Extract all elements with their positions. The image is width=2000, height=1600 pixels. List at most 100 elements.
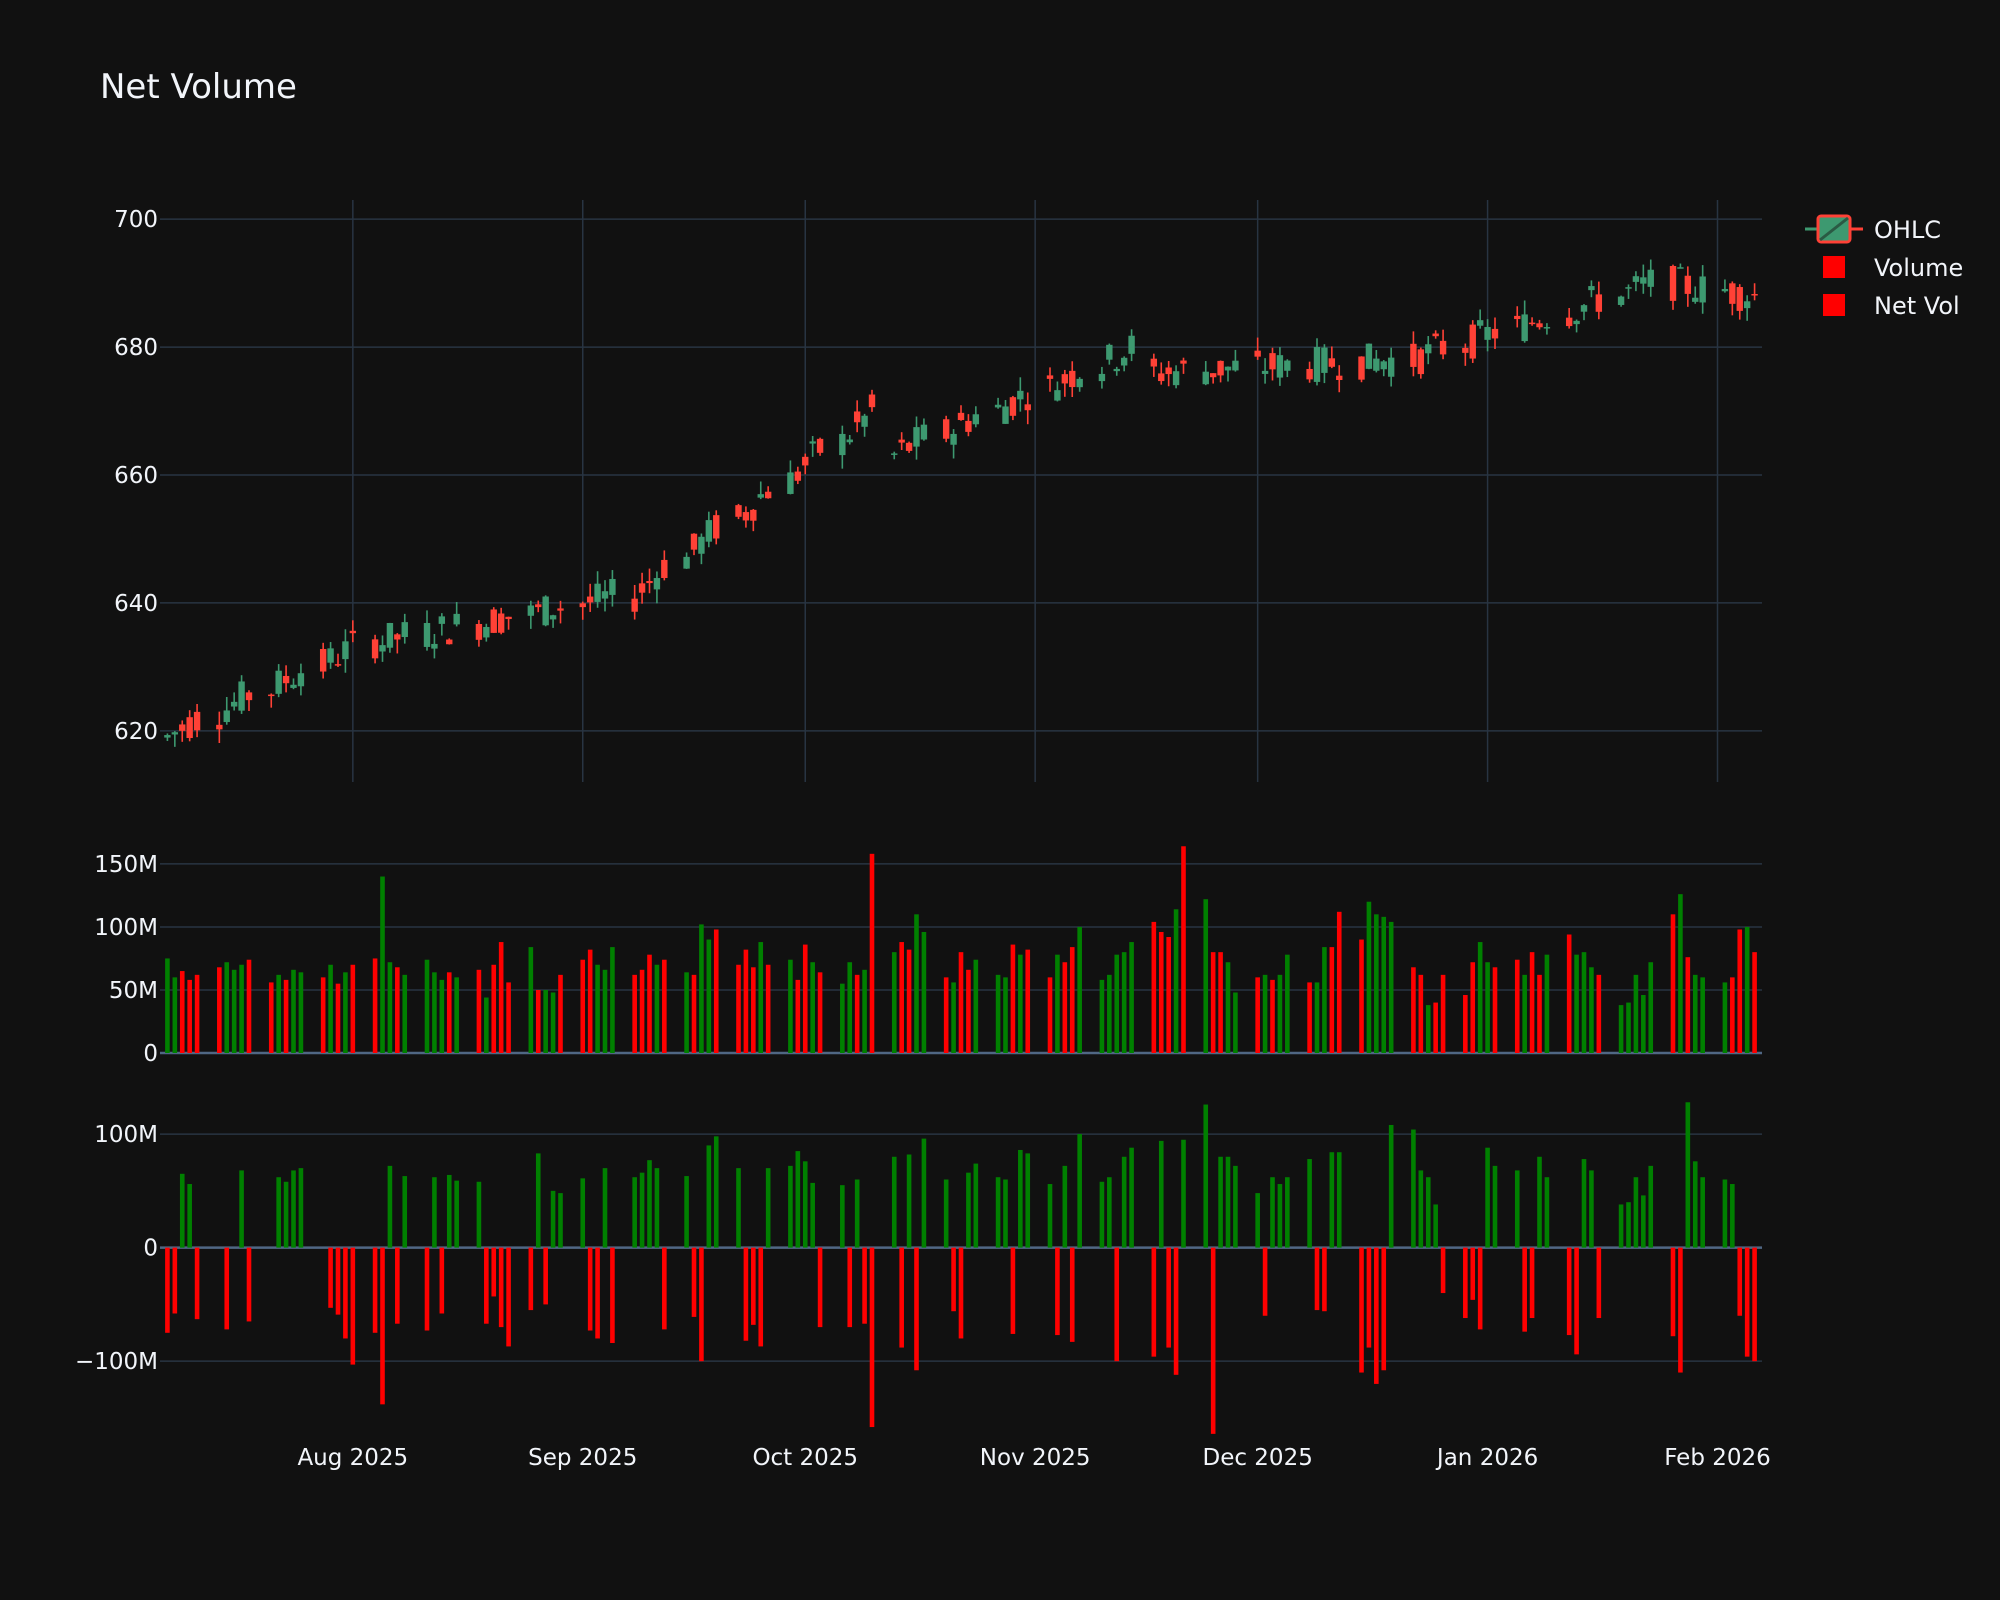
volume-bar	[1069, 947, 1075, 1053]
net-volume-bar	[1433, 1204, 1438, 1248]
net-volume-bar	[1737, 1247, 1743, 1316]
volume-panel: 0 50M 100M 150M	[94, 846, 1762, 1067]
candle-body	[223, 710, 230, 723]
net-volume-bar	[1626, 1202, 1631, 1248]
net-volume-bar	[958, 1247, 964, 1339]
candle-body	[1328, 358, 1336, 367]
candle-body	[1284, 360, 1291, 371]
candle-body	[1061, 374, 1069, 384]
volume-bar	[1374, 914, 1379, 1053]
net-volume-bar-series	[165, 1102, 1757, 1434]
volume-bar	[217, 967, 222, 1053]
legend-net-vol-label: Net Vol	[1874, 292, 1960, 320]
candle-body	[1209, 373, 1217, 378]
volume-bar	[639, 969, 645, 1053]
volume-bar	[1440, 974, 1446, 1053]
net-volume-bar	[343, 1247, 348, 1339]
volume-bar	[906, 949, 912, 1053]
net-volume-bar	[1477, 1247, 1483, 1330]
net-volume-bar	[847, 1247, 853, 1328]
candle-body	[438, 616, 446, 624]
volume-bar	[1322, 947, 1327, 1053]
candle-body	[1491, 328, 1499, 339]
net-volume-bar	[535, 1153, 541, 1248]
legend-item-ohlc[interactable]: OHLC	[1805, 214, 1941, 244]
net-volume-bar	[1581, 1159, 1587, 1248]
candle-body	[342, 641, 349, 660]
volume-bar	[1574, 954, 1579, 1053]
volume-bar	[1692, 974, 1698, 1053]
volume-bar	[995, 974, 1001, 1053]
net-volume-bar	[1114, 1247, 1120, 1362]
candle-body	[1736, 287, 1743, 311]
volume-bar	[765, 964, 771, 1053]
net-volume-bar	[283, 1181, 289, 1248]
volume-bar	[439, 979, 445, 1053]
net-volume-bar	[1485, 1147, 1490, 1248]
net-volume-bar	[1425, 1177, 1431, 1248]
net-volume-bar	[914, 1247, 919, 1371]
volume-bar	[1381, 916, 1387, 1053]
net-volume-bar	[1047, 1184, 1053, 1248]
volume-bar	[1492, 967, 1498, 1053]
volume-bar	[335, 983, 341, 1053]
candle-body	[1632, 276, 1640, 282]
net-volume-bar	[1529, 1247, 1535, 1319]
legend-item-volume[interactable]: Volume	[1823, 254, 1963, 282]
price-y-tick-label: 640	[114, 591, 158, 617]
volume-bar	[862, 969, 867, 1053]
volume-bar	[587, 949, 593, 1053]
candle-body	[483, 627, 490, 638]
volume-bar	[1388, 921, 1394, 1053]
chart-title: Net Volume	[100, 67, 297, 107]
net-volume-bar	[1418, 1170, 1424, 1248]
candle-body	[1640, 277, 1647, 284]
volume-bar	[484, 997, 489, 1053]
volume-bar	[402, 974, 408, 1053]
volume-bar	[847, 962, 853, 1053]
candle-body	[1625, 287, 1632, 289]
volume-bar	[1626, 1002, 1631, 1053]
candle-body	[1588, 286, 1595, 291]
volume-bar	[1463, 995, 1468, 1053]
net-volume-bar	[580, 1178, 586, 1248]
net-volume-bar	[736, 1168, 741, 1248]
volume-bar	[1225, 962, 1231, 1053]
candle-body	[1536, 323, 1543, 328]
volume-bar	[1166, 937, 1171, 1053]
volume-bar	[662, 959, 667, 1053]
legend-item-net-vol[interactable]: Net Vol	[1823, 292, 1960, 320]
net-volume-bar	[335, 1247, 341, 1315]
net-volume-bar	[387, 1165, 393, 1248]
candle-body	[787, 472, 794, 494]
volume-bar	[602, 969, 608, 1053]
net-volume-bar	[802, 1161, 808, 1248]
net-volume-bar	[684, 1176, 689, 1248]
volume-bar	[810, 962, 815, 1053]
volume-bar	[1077, 926, 1082, 1053]
volume-bar	[1670, 914, 1676, 1053]
volume-bar	[291, 969, 296, 1053]
candle-body	[1306, 368, 1313, 380]
volume-bar	[1596, 974, 1602, 1053]
net-volume-bar	[817, 1247, 823, 1328]
net-volume-bar	[751, 1247, 756, 1325]
legend[interactable]: OHLC Volume Net Vol	[1805, 214, 1963, 320]
candle-body	[1417, 349, 1425, 375]
candle-body	[1254, 350, 1261, 357]
volume-bar	[1025, 949, 1031, 1053]
volume-bar	[528, 947, 534, 1053]
candle-body	[1580, 305, 1588, 312]
volume-bar	[187, 979, 192, 1053]
candle-body	[535, 604, 542, 608]
candle-body	[646, 580, 653, 584]
candle-body	[1232, 360, 1239, 371]
volume-bar	[1129, 942, 1134, 1053]
candle-body	[853, 411, 861, 423]
candle-body	[638, 583, 646, 593]
candle-body	[268, 694, 275, 697]
net-volume-bar	[350, 1247, 356, 1365]
candle-body	[1743, 301, 1751, 309]
volume-bar	[1544, 954, 1550, 1053]
net-volume-bar	[484, 1247, 489, 1324]
